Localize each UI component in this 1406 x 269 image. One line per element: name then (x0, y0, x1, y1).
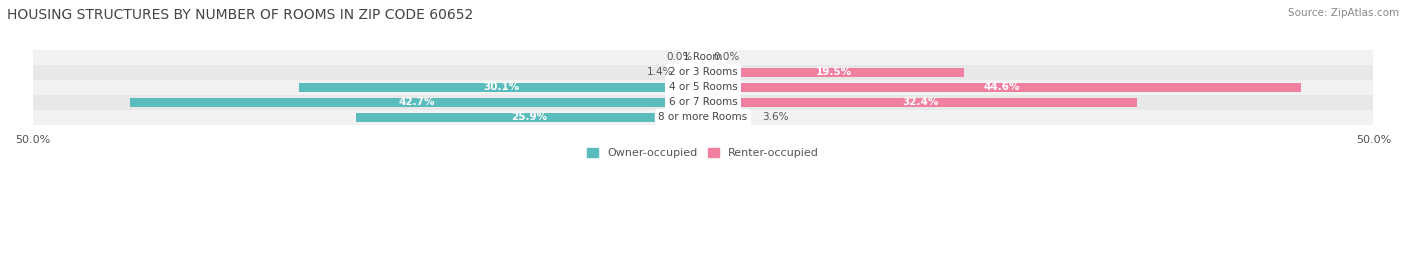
Bar (356, 113, 703, 122)
Text: 25.9%: 25.9% (512, 112, 547, 122)
Text: HOUSING STRUCTURES BY NUMBER OF ROOMS IN ZIP CODE 60652: HOUSING STRUCTURES BY NUMBER OF ROOMS IN… (7, 8, 474, 22)
Bar (703, 98, 1137, 107)
Text: 32.4%: 32.4% (903, 97, 938, 107)
Text: 0.0%: 0.0% (666, 52, 692, 62)
Bar (703, 113, 751, 122)
Text: 2 or 3 Rooms: 2 or 3 Rooms (669, 68, 737, 77)
Text: Source: ZipAtlas.com: Source: ZipAtlas.com (1288, 8, 1399, 18)
Text: 4 or 5 Rooms: 4 or 5 Rooms (669, 83, 737, 93)
Text: 8 or more Rooms: 8 or more Rooms (658, 112, 748, 122)
Text: 6 or 7 Rooms: 6 or 7 Rooms (669, 97, 737, 107)
Bar (32, 110, 1374, 125)
Bar (32, 95, 1374, 110)
Bar (299, 83, 703, 92)
Text: 19.5%: 19.5% (815, 68, 852, 77)
Text: 30.1%: 30.1% (484, 83, 519, 93)
Text: 1 Room: 1 Room (683, 52, 723, 62)
Bar (32, 65, 1374, 80)
Bar (703, 68, 965, 77)
Text: 1.4%: 1.4% (647, 68, 673, 77)
Bar (32, 50, 1374, 65)
Bar (703, 83, 1301, 92)
Text: 3.6%: 3.6% (762, 112, 789, 122)
Bar (131, 98, 703, 107)
Text: 0.0%: 0.0% (714, 52, 740, 62)
Text: 42.7%: 42.7% (398, 97, 434, 107)
Bar (32, 80, 1374, 95)
Text: 44.6%: 44.6% (984, 83, 1021, 93)
Legend: Owner-occupied, Renter-occupied: Owner-occupied, Renter-occupied (586, 148, 820, 158)
Bar (685, 68, 703, 77)
